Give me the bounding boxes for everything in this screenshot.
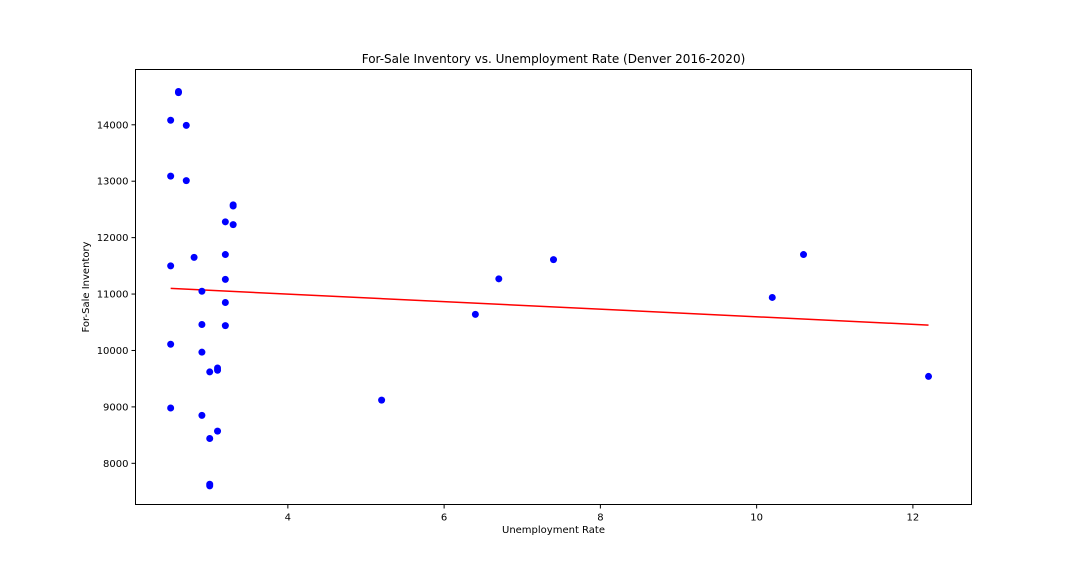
data-point: [198, 348, 206, 356]
data-point: [198, 411, 206, 419]
data-point: [495, 275, 503, 283]
data-point: [182, 121, 190, 129]
data-point: [229, 202, 237, 210]
x-tick-label: 4: [285, 513, 291, 524]
data-point: [198, 287, 206, 295]
data-point: [768, 293, 776, 301]
data-point: [378, 396, 386, 404]
x-tick-label: 6: [441, 513, 447, 524]
x-tick-label: 8: [597, 513, 603, 524]
data-point: [190, 253, 198, 261]
axes-frame: [135, 69, 972, 505]
data-point: [214, 366, 222, 374]
data-point: [206, 434, 214, 442]
y-axis: 8000 9000 10000 11000 12000 13000 14000: [97, 120, 136, 470]
y-tick-label: 13000: [97, 177, 129, 188]
data-point: [471, 310, 479, 318]
y-axis-label: For-Sale Inventory: [81, 241, 92, 332]
x-axis: 4 6 8 10 12: [285, 504, 920, 524]
data-point: [221, 299, 229, 307]
data-point: [167, 404, 175, 412]
x-tick-label: 10: [750, 513, 763, 524]
data-point: [229, 221, 237, 229]
data-point: [221, 275, 229, 283]
data-point: [167, 172, 175, 180]
y-tick-label: 11000: [97, 290, 129, 301]
data-point: [167, 116, 175, 124]
regression-line: [170, 287, 929, 326]
chart-title: For-Sale Inventory vs. Unemployment Rate…: [362, 52, 746, 66]
data-point: [925, 372, 933, 380]
data-point: [167, 262, 175, 270]
data-point: [198, 321, 206, 329]
data-point: [214, 427, 222, 435]
data-point: [182, 177, 190, 185]
y-tick-label: 12000: [97, 233, 129, 244]
y-tick-label: 9000: [103, 402, 128, 413]
trendline-layer: [170, 287, 929, 326]
data-point: [221, 322, 229, 330]
y-tick-label: 8000: [103, 459, 128, 470]
data-point: [550, 256, 557, 264]
data-point: [206, 368, 214, 376]
x-axis-label: Unemployment Rate: [502, 525, 605, 536]
data-point: [206, 482, 214, 490]
data-point: [221, 251, 229, 259]
points-layer: [167, 88, 933, 490]
data-point: [174, 89, 182, 97]
y-tick-label: 10000: [97, 346, 129, 357]
data-point: [800, 251, 808, 259]
data-point: [221, 218, 229, 226]
y-tick-label: 14000: [97, 120, 129, 131]
data-point: [167, 340, 175, 348]
x-tick-label: 12: [907, 513, 920, 524]
